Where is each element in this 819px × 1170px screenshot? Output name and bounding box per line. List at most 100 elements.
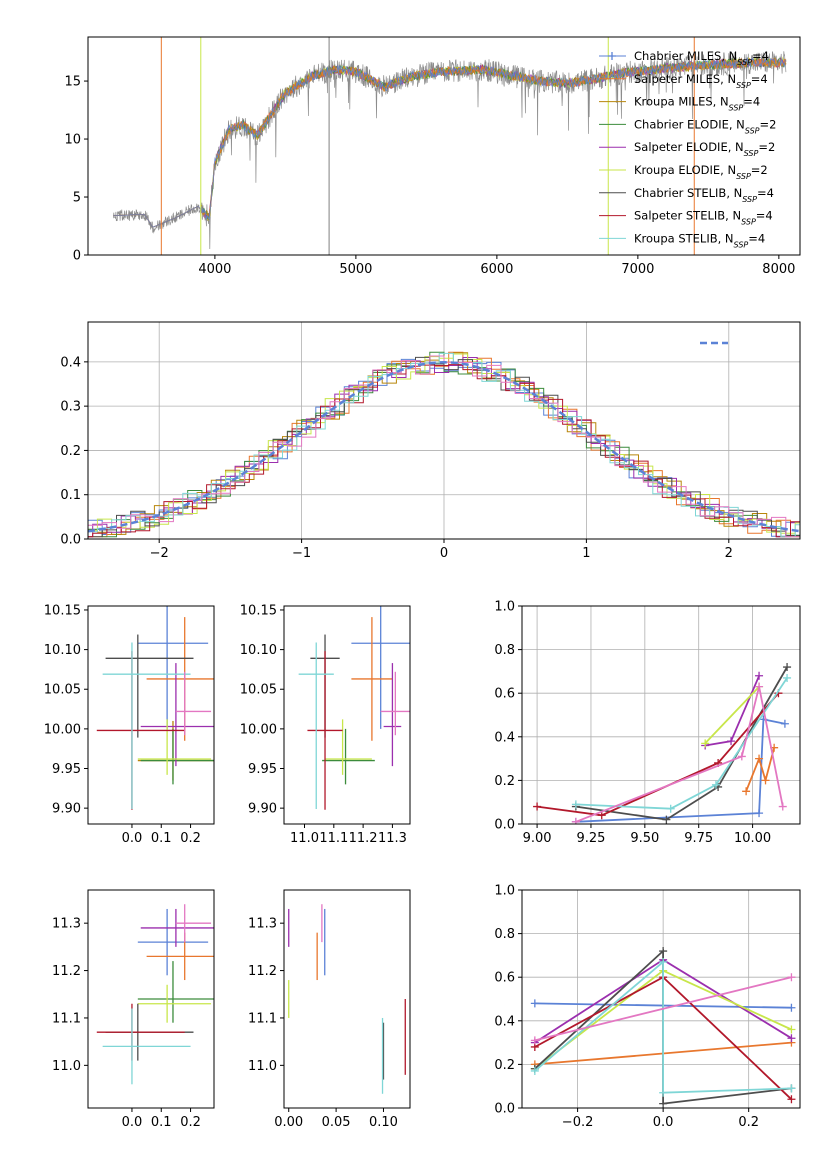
legend-label: Chabrier STELIB, NSSP=4 bbox=[634, 186, 774, 204]
spectrum-series-line bbox=[113, 51, 787, 250]
legend-label: Salpeter STELIB, NSSP=4 bbox=[634, 209, 773, 227]
spectrum-series-line bbox=[113, 56, 787, 228]
y-tick-label: 10.00 bbox=[240, 722, 277, 737]
x-tick-label: 10.00 bbox=[734, 831, 771, 846]
y-tick-label: 11.2 bbox=[248, 964, 277, 979]
spectrum-legend: Chabrier MILES, NSSP=4 Salpeter MILES, NS… bbox=[599, 49, 776, 249]
plot-frame bbox=[283, 605, 411, 825]
y-tick-label: 1.0 bbox=[494, 600, 515, 615]
weight-lines bbox=[533, 663, 792, 824]
y-tick-label: 0.4 bbox=[494, 730, 515, 745]
point-marker bbox=[662, 815, 671, 824]
y-tick-label: 0.4 bbox=[494, 1014, 515, 1029]
y-tick-label: 11.0 bbox=[248, 1059, 277, 1074]
x-tick-label: 0.2 bbox=[180, 1115, 201, 1130]
y-tick-label: 0 bbox=[73, 249, 81, 264]
point-marker bbox=[755, 671, 764, 680]
legend-label: Chabrier ELODIE, NSSP=2 bbox=[634, 117, 776, 135]
x-tick-label: 11.3 bbox=[378, 831, 407, 846]
error-bars bbox=[96, 904, 214, 1085]
weight-series-line bbox=[575, 677, 788, 810]
age-vs-mass-panel: 11.0 11.1 11.2 11.3 9.90 9.95 10.00 10.05 10.10 1… bbox=[240, 603, 411, 846]
x-tick-label: 0.05 bbox=[322, 1115, 351, 1130]
mass-vs-Z-panel: 0.0 0.1 0.2 11.0 11.1 11.2 11.3 bbox=[52, 889, 215, 1130]
point-marker bbox=[783, 673, 792, 682]
plot-frame bbox=[521, 889, 801, 1109]
point-marker bbox=[530, 1066, 539, 1075]
x-tick-label: 0.2 bbox=[738, 1115, 759, 1130]
y-tick-label: 9.95 bbox=[248, 762, 277, 777]
x-tick-label: 6000 bbox=[480, 262, 513, 277]
point-marker bbox=[530, 1036, 539, 1045]
point-marker bbox=[711, 780, 720, 789]
point-marker bbox=[727, 737, 736, 746]
y-tick-label: 9.90 bbox=[52, 802, 81, 817]
legend-label: Salpeter MILES, NSSP=4 bbox=[634, 72, 768, 90]
y-tick-label: 10.15 bbox=[240, 603, 277, 618]
weight-series-line bbox=[534, 976, 792, 1042]
point-marker bbox=[742, 787, 751, 796]
x-tick-label: −1 bbox=[292, 546, 311, 561]
x-tick-label: 0.1 bbox=[151, 1115, 172, 1130]
weight-series-line bbox=[575, 666, 788, 821]
legend-label: Salpeter ELODIE, NSSP=2 bbox=[634, 140, 775, 158]
legend-label: Chabrier MILES, NSSP=4 bbox=[634, 49, 769, 67]
y-tick-label: 11.1 bbox=[248, 1011, 277, 1026]
plot-frame bbox=[87, 321, 801, 540]
legend-label: Kroupa STELIB, NSSP=4 bbox=[634, 231, 765, 249]
y-tick-label: 10 bbox=[64, 133, 81, 148]
point-marker bbox=[666, 804, 675, 813]
y-tick-label: 1.0 bbox=[494, 884, 515, 899]
x-tick-label: 2 bbox=[725, 546, 733, 561]
point-marker bbox=[530, 999, 539, 1008]
x-tick-label: −2 bbox=[150, 546, 169, 561]
x-tick-label: 9.50 bbox=[630, 831, 659, 846]
normal-curve bbox=[88, 361, 800, 533]
y-tick-label: 0.2 bbox=[494, 1058, 515, 1073]
y-tick-label: 10.05 bbox=[240, 683, 277, 698]
y-tick-label: 11.1 bbox=[52, 1011, 81, 1026]
error-bars bbox=[96, 606, 214, 810]
spectrum-lines bbox=[113, 37, 787, 255]
weight-series-line bbox=[704, 686, 760, 744]
x-tick-label: 8000 bbox=[762, 262, 795, 277]
histogram-series bbox=[88, 355, 800, 538]
y-tick-label: 11.3 bbox=[52, 917, 81, 932]
point-marker bbox=[597, 811, 606, 820]
weight-series-line bbox=[575, 686, 784, 823]
x-tick-label: 11.0 bbox=[290, 831, 319, 846]
point-marker bbox=[778, 802, 787, 811]
point-marker bbox=[659, 1099, 668, 1108]
x-tick-label: 4000 bbox=[198, 262, 231, 277]
y-tick-label: 0.6 bbox=[494, 687, 515, 702]
y-tick-label: 9.95 bbox=[52, 762, 81, 777]
plot-frame bbox=[87, 889, 215, 1109]
x-tick-label: 0.0 bbox=[122, 1115, 143, 1130]
spectrum-panel: 4000 5000 6000 7000 8000 0 5 10 15 Chabrier MILES… bbox=[64, 36, 801, 277]
x-tick-label: 7000 bbox=[621, 262, 654, 277]
y-tick-label: 0.2 bbox=[60, 444, 81, 459]
y-tick-label: 11.3 bbox=[248, 917, 277, 932]
histograms bbox=[88, 351, 800, 538]
y-tick-label: 0.0 bbox=[60, 533, 81, 548]
point-marker bbox=[659, 1088, 668, 1097]
point-marker bbox=[701, 739, 710, 748]
point-marker bbox=[787, 1095, 796, 1104]
x-tick-label: 9.00 bbox=[523, 831, 552, 846]
weight-series-line bbox=[534, 959, 792, 1094]
point-marker bbox=[571, 817, 580, 824]
point-marker bbox=[737, 752, 746, 761]
y-tick-label: 11.2 bbox=[52, 964, 81, 979]
point-marker bbox=[533, 802, 542, 811]
point-marker bbox=[571, 800, 580, 809]
x-tick-label: 9.75 bbox=[684, 831, 713, 846]
x-tick-label: 0.0 bbox=[653, 1115, 674, 1130]
y-tick-label: 15 bbox=[64, 75, 81, 90]
y-tick-label: 10.05 bbox=[44, 683, 81, 698]
point-marker bbox=[659, 957, 668, 966]
y-tick-label: 0.2 bbox=[494, 774, 515, 789]
y-tick-label: 0.8 bbox=[494, 643, 515, 658]
y-tick-label: 10.15 bbox=[44, 603, 81, 618]
y-tick-label: 10.10 bbox=[240, 643, 277, 658]
point-marker bbox=[755, 754, 764, 763]
